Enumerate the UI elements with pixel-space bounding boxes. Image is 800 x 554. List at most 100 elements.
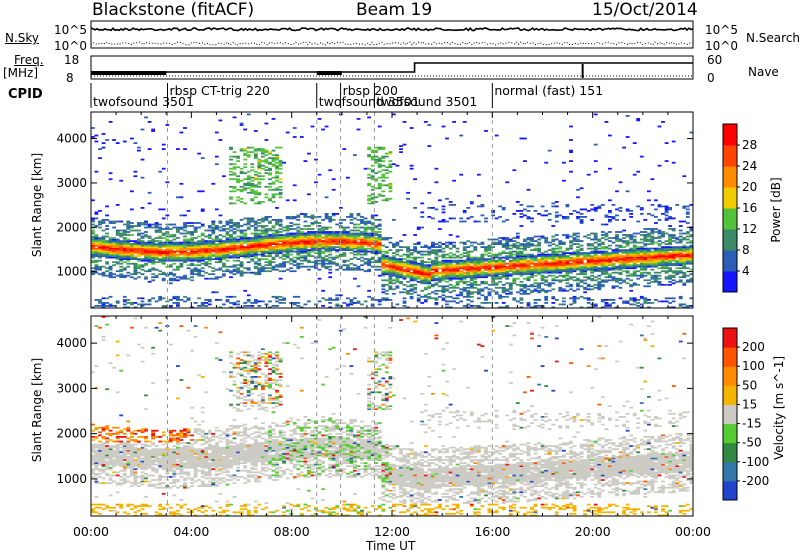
power-cell: [98, 300, 102, 303]
power-cell: [593, 259, 598, 262]
power-cell: [101, 247, 106, 250]
power-cell: [374, 246, 379, 248]
power-cell: [218, 256, 223, 259]
power-cell: [98, 244, 102, 247]
power-cell: [572, 268, 577, 271]
freq-block-1: [91, 71, 167, 75]
power-cell: [296, 258, 301, 260]
power-cell: [519, 259, 524, 262]
power-cell: [526, 285, 531, 288]
power-cell: [402, 264, 407, 267]
power-cell: [374, 268, 379, 271]
power-cell: [423, 271, 428, 274]
power-cell: [512, 213, 517, 215]
power-cell: [299, 213, 304, 215]
power-cell: [636, 170, 641, 173]
power-cell: [154, 247, 159, 250]
power-cell: [544, 262, 549, 265]
power-cell: [466, 258, 471, 260]
power-cell: [526, 273, 531, 276]
power-cell: [356, 238, 361, 241]
power-cell: [253, 157, 258, 159]
power-cell: [257, 237, 262, 239]
power-cell: [427, 271, 432, 274]
power-cell: [512, 258, 517, 260]
power-cell: [473, 258, 478, 260]
power-cell: [207, 253, 212, 256]
power-cell: [144, 222, 148, 224]
power-cell: [338, 246, 343, 248]
power-cell: [275, 238, 279, 241]
power-cell: [183, 229, 187, 232]
power-cell: [480, 289, 485, 292]
power-cell: [639, 273, 644, 276]
power-cell: [94, 250, 99, 253]
power-cell: [505, 274, 510, 277]
power-cell: [253, 244, 258, 247]
power-cell: [161, 244, 166, 247]
power-cell: [392, 252, 396, 254]
power-cell: [473, 259, 478, 262]
power-cell: [526, 271, 531, 274]
power-cell: [572, 250, 577, 253]
power-cell: [353, 226, 357, 229]
power-cell: [296, 219, 301, 221]
power-cell: [239, 124, 244, 126]
power-cell: [193, 255, 198, 257]
power-cell: [611, 259, 616, 262]
power-cell: [214, 276, 219, 279]
power-cell: [243, 178, 248, 181]
power-cell: [477, 283, 481, 286]
power-cell: [402, 274, 407, 277]
power-cell: [441, 288, 446, 291]
power-cell: [494, 302, 499, 304]
power-cell: [367, 270, 371, 273]
power-cell: [452, 277, 456, 280]
power-cell: [664, 250, 669, 253]
freq-unit-label: [MHz]: [3, 66, 39, 80]
power-cell: [122, 267, 127, 270]
power-cell: [374, 249, 379, 251]
power-cell: [572, 267, 577, 270]
power-cell: [130, 234, 134, 236]
power-cell: [498, 271, 502, 274]
power-cell: [654, 264, 658, 267]
power-cell: [576, 238, 580, 241]
power-cell: [176, 244, 180, 247]
power-cell: [108, 249, 113, 251]
power-cell: [409, 271, 414, 274]
power-cell: [229, 146, 233, 149]
power-cell: [501, 289, 506, 292]
power-cell: [395, 277, 400, 280]
power-cell: [151, 128, 155, 131]
power-cell: [183, 226, 187, 229]
noise-tick-bottom-right: 10^0: [705, 39, 738, 53]
power-cell: [264, 264, 269, 267]
power-cell: [144, 258, 148, 260]
power-cell: [501, 306, 506, 309]
power-cell: [632, 142, 637, 144]
power-cell: [384, 273, 389, 276]
power-cell: [519, 243, 524, 245]
power-cell: [562, 253, 566, 256]
power-cell: [512, 261, 517, 264]
power-cell: [377, 187, 382, 190]
power-cell: [455, 283, 460, 286]
power-cell: [384, 169, 389, 172]
power-cell: [438, 279, 442, 282]
power-cell: [381, 169, 386, 172]
power-cell: [615, 231, 619, 233]
power-cell: [558, 241, 563, 244]
power-cell: [229, 302, 233, 304]
power-cell: [165, 238, 170, 241]
power-cell: [186, 259, 191, 262]
power-cell: [108, 267, 113, 270]
power-cell: [144, 303, 148, 306]
power-cell: [657, 244, 662, 247]
power-cell: [576, 196, 580, 199]
power-cell: [292, 237, 297, 239]
power-cell: [484, 267, 488, 270]
power-cell: [537, 271, 541, 274]
power-cell: [268, 228, 272, 230]
power-cell: [225, 238, 230, 241]
